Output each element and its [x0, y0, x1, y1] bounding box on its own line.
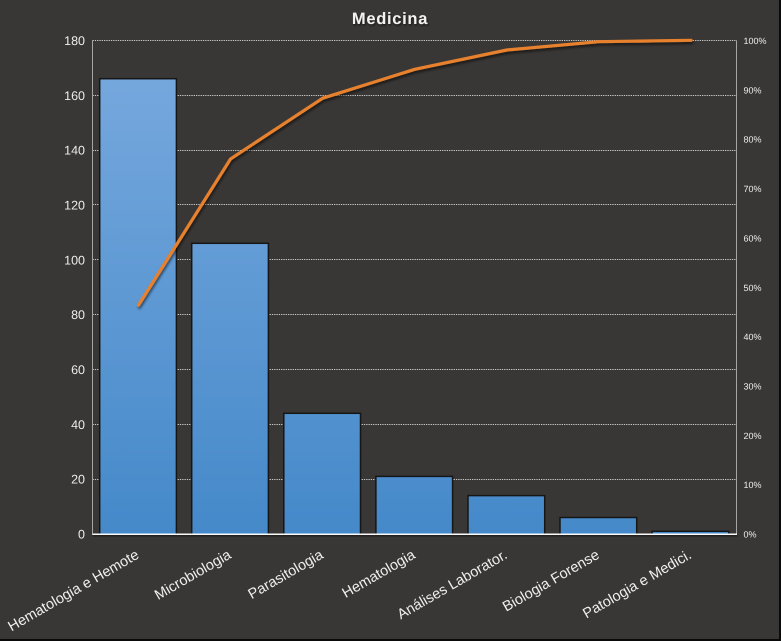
svg-text:40%: 40% [744, 332, 762, 342]
svg-text:20: 20 [71, 473, 85, 487]
svg-text:80: 80 [71, 308, 85, 322]
svg-text:60%: 60% [744, 233, 762, 243]
svg-text:50%: 50% [744, 283, 762, 293]
svg-text:40: 40 [71, 418, 85, 432]
svg-text:30%: 30% [744, 382, 762, 392]
svg-text:140: 140 [64, 144, 85, 158]
svg-text:60: 60 [71, 363, 85, 377]
svg-text:Medicina: Medicina [352, 10, 428, 28]
svg-text:160: 160 [64, 89, 85, 103]
svg-text:120: 120 [64, 199, 85, 213]
svg-text:20%: 20% [744, 431, 762, 441]
svg-text:180: 180 [64, 34, 85, 48]
svg-text:80%: 80% [744, 135, 762, 145]
svg-text:100: 100 [64, 253, 85, 267]
svg-text:10%: 10% [744, 480, 762, 490]
svg-text:0%: 0% [744, 530, 757, 540]
svg-text:90%: 90% [744, 85, 762, 95]
svg-text:70%: 70% [744, 184, 762, 194]
svg-text:100%: 100% [744, 36, 767, 46]
svg-text:0: 0 [78, 528, 85, 542]
